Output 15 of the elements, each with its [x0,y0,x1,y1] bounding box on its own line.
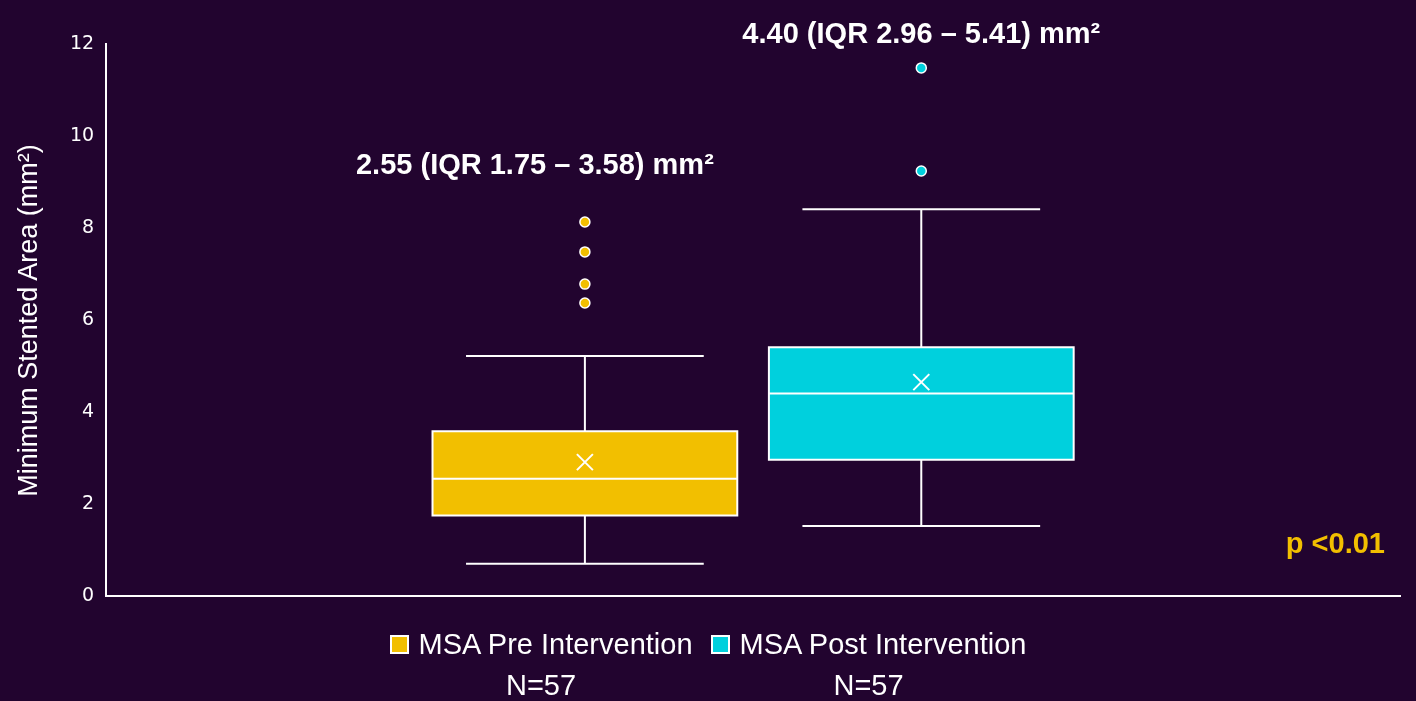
text: N=57 [833,669,904,701]
y-tick-label: 0 [82,582,95,605]
y-tick-label: 4 [82,398,95,421]
y-axis-title: Minimum Stented Area (mm²) [12,143,44,497]
legend-label: MSA Post Intervention [739,628,1027,661]
annotation: 4.40 (IQR 2.96 – 5.41) mm² [742,16,1101,49]
y-tick-label: 8 [82,214,95,237]
y-tick-label: 2 [82,490,95,513]
y-tick-label: 6 [82,306,95,329]
legend-label: MSA Pre Intervention [418,628,693,661]
annotation: p <0.01 [1285,527,1385,559]
y-tick-label: 10 [69,122,95,145]
text: N=57 [505,669,577,701]
annotation: 2.55 (IQR 1.75 – 3.58) mm² [355,148,715,181]
y-tick-label: 12 [69,30,95,53]
